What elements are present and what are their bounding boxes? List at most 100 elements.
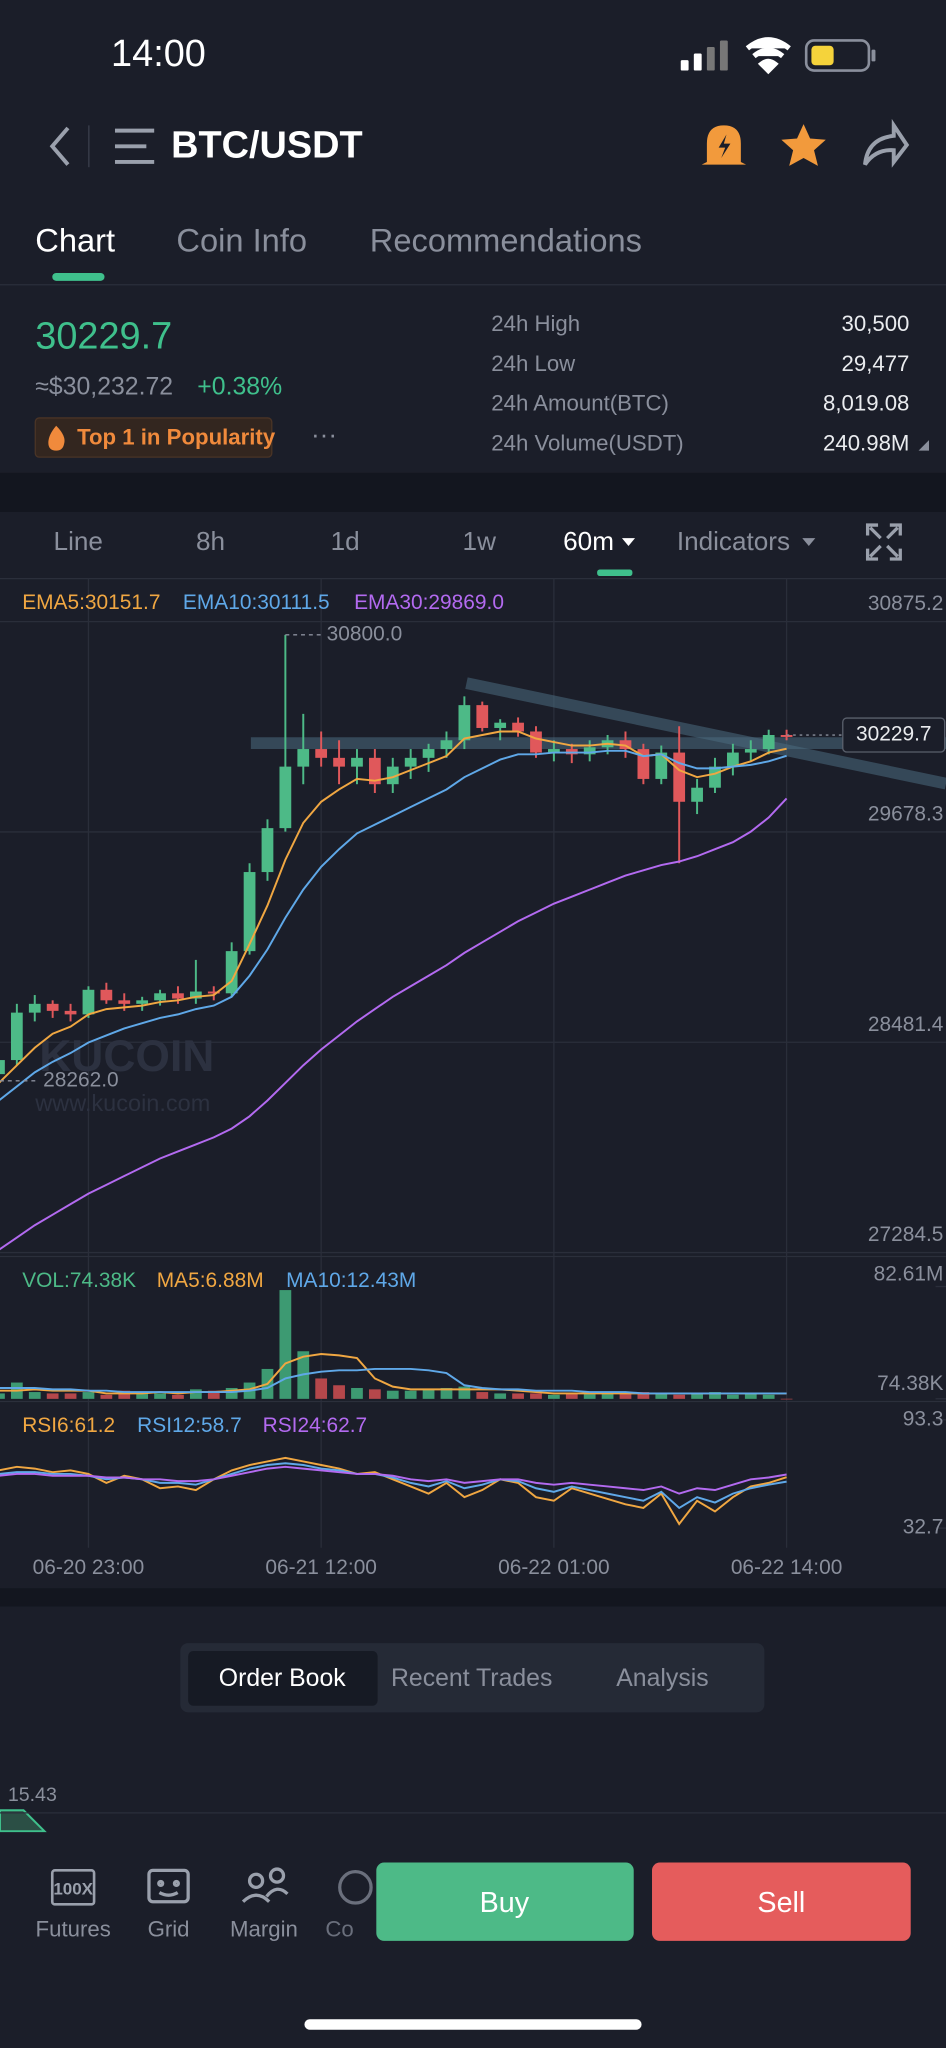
candle-body	[762, 734, 775, 750]
interval[interactable]: 8h	[196, 526, 225, 556]
more-button[interactable]: ···	[311, 419, 337, 449]
x-tick-label: 06-20 23:00	[33, 1556, 145, 1579]
favorite-icon[interactable]	[781, 124, 826, 166]
candle-body	[691, 787, 703, 802]
tab[interactable]: Coin Info	[176, 222, 307, 259]
margin-icon[interactable]	[241, 1867, 289, 1903]
candle-body	[655, 752, 668, 779]
candle-body	[530, 731, 542, 753]
x-tick-label: 06-22 14:00	[731, 1556, 843, 1579]
segment[interactable]: Order Book	[219, 1665, 346, 1692]
legend-entry: MA5:6.88M	[157, 1269, 264, 1292]
interval[interactable]: 1d	[331, 526, 360, 556]
volume-bar	[619, 1393, 632, 1399]
fullscreen-icon[interactable]	[865, 523, 902, 561]
candle-body	[207, 991, 220, 994]
volume-bar	[46, 1393, 59, 1399]
candle-body	[744, 749, 757, 753]
volume-bar	[279, 1290, 292, 1399]
candle-body	[172, 993, 184, 999]
volume-bar	[207, 1390, 220, 1399]
volume-bar	[64, 1393, 77, 1399]
sell-button[interactable]	[652, 1862, 911, 1941]
volume-bar	[154, 1393, 166, 1399]
tab[interactable]: Chart	[35, 222, 115, 259]
dropdown-arrow	[621, 538, 636, 546]
y-tick-label: 29678.3	[868, 802, 944, 825]
nav-label[interactable]: Futures	[36, 1916, 111, 1941]
candle-body	[780, 734, 793, 737]
back-button[interactable]	[49, 126, 70, 166]
candle-body	[64, 1010, 77, 1015]
volume-bar	[118, 1390, 131, 1399]
menu-icon[interactable]	[114, 128, 155, 164]
volume-bar	[762, 1394, 775, 1399]
interval[interactable]: Line	[54, 526, 103, 556]
volume-bar	[673, 1394, 686, 1399]
stat-label: 24h High	[491, 311, 580, 336]
last-price-label: 30229.7	[856, 723, 932, 746]
candle-body	[440, 740, 453, 750]
buy-button[interactable]	[376, 1862, 634, 1941]
candle-body	[727, 752, 739, 767]
candle-body	[28, 1003, 41, 1013]
stat-label: 24h Low	[491, 351, 576, 376]
candle-body	[548, 749, 560, 753]
candle-body	[476, 705, 489, 728]
futures-icon[interactable]: 100X	[50, 1869, 96, 1906]
volume-bar	[476, 1392, 489, 1399]
volume-bar	[727, 1394, 739, 1399]
y-tick-label: 93.3	[903, 1407, 944, 1430]
volume-bar	[386, 1390, 399, 1399]
sort-arrow	[918, 440, 930, 451]
alert-bolt	[718, 134, 731, 159]
candle-body	[154, 993, 166, 1001]
volume-bar	[404, 1390, 417, 1399]
candle-body	[368, 757, 381, 785]
indicator-line	[0, 1456, 787, 1526]
volume-bar	[780, 1398, 793, 1400]
convert-icon[interactable]	[338, 1870, 373, 1905]
stat-value: 30,500	[842, 311, 910, 336]
candle-body	[10, 1012, 23, 1061]
volume-bar	[28, 1392, 41, 1399]
volume-bar	[709, 1392, 721, 1399]
stat-value: 8,019.08	[823, 391, 909, 416]
volume-bar	[172, 1394, 184, 1399]
tab[interactable]: Recommendations	[370, 222, 642, 259]
volume-bar	[512, 1393, 524, 1399]
interval[interactable]: 1w	[463, 526, 497, 556]
nav-label[interactable]: Grid	[148, 1916, 190, 1941]
section-gap	[0, 1588, 946, 1607]
popularity-badge[interactable]	[34, 417, 273, 458]
tab-indicator	[52, 272, 105, 281]
watermark: KUCOIN	[39, 1032, 214, 1081]
candle-body	[297, 749, 310, 767]
segment[interactable]: Recent Trades	[391, 1665, 552, 1692]
volume-bar	[548, 1394, 560, 1399]
share-icon[interactable]	[863, 118, 910, 168]
watermark-url: www.kucoin.com	[34, 1090, 210, 1116]
y-tick-label: 74.38K	[877, 1372, 943, 1395]
depth-shape	[0, 1809, 47, 1833]
volume-bar	[422, 1389, 435, 1399]
sell-label: Sell	[757, 1887, 805, 1919]
volume-bar	[315, 1378, 328, 1399]
interval-selected[interactable]: 60m	[563, 526, 614, 556]
candle-body	[315, 749, 328, 758]
candle-body	[243, 872, 256, 952]
stat-label: 24h Amount(BTC)	[491, 391, 669, 416]
nav-label[interactable]: Margin	[230, 1916, 298, 1941]
volume-bar	[82, 1392, 95, 1399]
candle-body	[225, 951, 238, 994]
y-tick-label: 27284.5	[868, 1223, 944, 1246]
volume-bar	[100, 1394, 113, 1399]
segment[interactable]: Analysis	[616, 1665, 708, 1692]
indicator-line	[0, 1367, 787, 1395]
volume-bar	[530, 1393, 542, 1399]
indicators-button[interactable]: Indicators	[677, 526, 790, 556]
grid-icon[interactable]	[147, 1868, 190, 1904]
nav-label[interactable]: Co	[325, 1916, 353, 1941]
candle-body	[351, 757, 363, 767]
